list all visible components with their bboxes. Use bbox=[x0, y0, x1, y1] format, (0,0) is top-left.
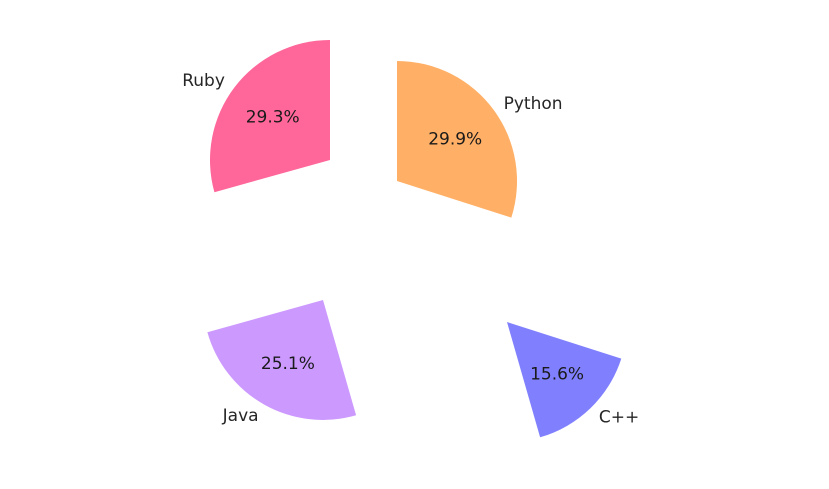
wedge-ruby-shape bbox=[209, 40, 330, 193]
wedge-cpp-percent: 15.6% bbox=[530, 365, 584, 385]
wedge-cpp: C++ 15.6% bbox=[507, 322, 639, 438]
wedge-python-percent: 29.9% bbox=[428, 130, 482, 150]
wedge-java: Java 25.1% bbox=[207, 300, 357, 426]
wedge-python: Python 29.9% bbox=[397, 61, 563, 218]
wedge-java-percent: 25.1% bbox=[261, 354, 315, 374]
wedge-cpp-label: C++ bbox=[599, 408, 639, 428]
wedge-python-shape bbox=[397, 61, 518, 218]
wedge-ruby: Ruby 29.3% bbox=[182, 40, 330, 193]
wedge-java-shape bbox=[207, 300, 357, 420]
wedge-java-label: Java bbox=[222, 406, 259, 426]
wedge-cpp-shape bbox=[507, 322, 622, 438]
wedge-ruby-percent: 29.3% bbox=[246, 108, 300, 128]
wedge-python-label: Python bbox=[504, 94, 563, 114]
wedge-ruby-label: Ruby bbox=[182, 71, 225, 91]
